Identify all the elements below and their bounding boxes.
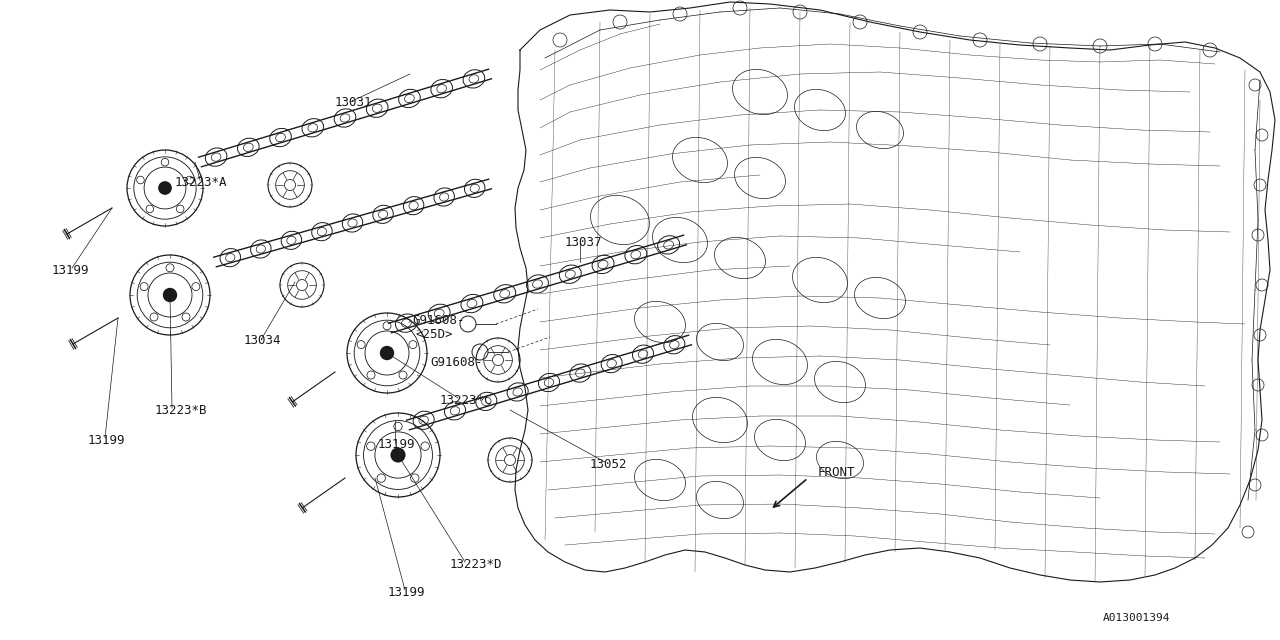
Text: 13223*B: 13223*B <box>155 403 207 417</box>
Text: 13223*A: 13223*A <box>175 175 228 189</box>
Text: G91608-: G91608- <box>430 355 483 369</box>
Text: 13223*C: 13223*C <box>440 394 493 406</box>
Text: FRONT: FRONT <box>818 465 855 479</box>
Text: 13052: 13052 <box>590 458 627 472</box>
Text: 13199: 13199 <box>52 264 90 276</box>
Text: G91608-: G91608- <box>412 314 465 326</box>
Circle shape <box>159 181 172 195</box>
Circle shape <box>163 288 177 302</box>
Text: 13199: 13199 <box>378 438 416 451</box>
Text: <25D>: <25D> <box>415 328 453 342</box>
Text: 13037: 13037 <box>564 236 603 248</box>
Circle shape <box>390 447 406 463</box>
Text: 13199: 13199 <box>88 433 125 447</box>
Text: 13223*D: 13223*D <box>451 559 503 572</box>
Text: 13199: 13199 <box>388 586 425 598</box>
Text: 13031: 13031 <box>335 97 372 109</box>
Text: 13034: 13034 <box>244 333 282 346</box>
Text: A013001394: A013001394 <box>1102 613 1170 623</box>
Circle shape <box>380 346 394 360</box>
